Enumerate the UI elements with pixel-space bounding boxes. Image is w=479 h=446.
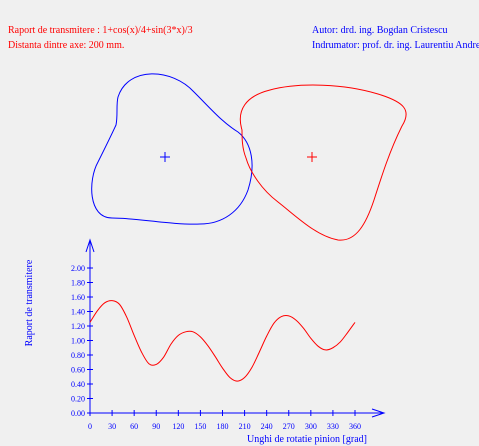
y-tick-label: 1.00: [71, 337, 85, 346]
x-ticks: 0 30 60 90 120 150 180 210 240 270 300 330 360: [88, 410, 361, 431]
pinion-center-marker: [160, 152, 170, 162]
x-tick-label: 270: [283, 422, 295, 431]
transmission-ratio-chart: 0.00 0.20 0.40 0.60 0.80 1.00 1.20 1.40 1.60 1.80…: [24, 238, 386, 445]
advisor-text: Indrumator: prof. dr. ing. Laurentiu And…: [312, 40, 479, 51]
x-tick-label: 0: [88, 422, 92, 431]
x-tick-label: 150: [194, 422, 206, 431]
y-axis-arrow-icon: [85, 238, 95, 253]
x-tick-label: 90: [152, 422, 160, 431]
y-tick-label: 1.40: [71, 308, 85, 317]
series-line: [89, 300, 356, 382]
y-tick-label: 0.60: [71, 366, 85, 375]
x-tick-label: 60: [130, 422, 138, 431]
x-tick-label: 240: [261, 422, 273, 431]
x-tick-label: 120: [172, 422, 184, 431]
x-tick-label: 210: [239, 422, 251, 431]
wheel-gear-profile: [239, 84, 407, 241]
series-points: [89, 299, 357, 382]
y-tick-label: 0.80: [71, 351, 85, 360]
y-tick-label: 1.80: [71, 279, 85, 288]
y-tick-label: 0.40: [71, 380, 85, 389]
x-axis-label: Unghi de rotatie pinion [grad]: [247, 434, 367, 445]
y-axis-label: Raport de transmitere: [24, 259, 35, 346]
ratio-formula-text: Raport de transmitere : 1+cos(x)/4+sin(3…: [8, 25, 193, 36]
x-axis-arrow-icon: [371, 408, 386, 418]
x-tick-label: 180: [217, 422, 229, 431]
wheel-center-marker: [307, 152, 317, 162]
y-tick-label: 2.00: [71, 264, 85, 273]
x-tick-label: 30: [108, 422, 116, 431]
author-text: Autor: drd. ing. Bogdan Cristescu: [312, 25, 448, 36]
pinion-gear-profile: [91, 73, 253, 225]
y-tick-label: 1.60: [71, 293, 85, 302]
axis-distance-text: Distanta dintre axe: 200 mm.: [8, 40, 124, 51]
y-tick-label: 0.20: [71, 395, 85, 404]
y-tick-label: 0.00: [71, 409, 85, 418]
x-tick-label: 300: [305, 422, 317, 431]
x-tick-label: 360: [349, 422, 361, 431]
y-ticks: 0.00 0.20 0.40 0.60 0.80 1.00 1.20 1.40 1.60 1.80…: [71, 264, 93, 418]
x-tick-label: 330: [327, 422, 339, 431]
y-tick-label: 1.20: [71, 322, 85, 331]
